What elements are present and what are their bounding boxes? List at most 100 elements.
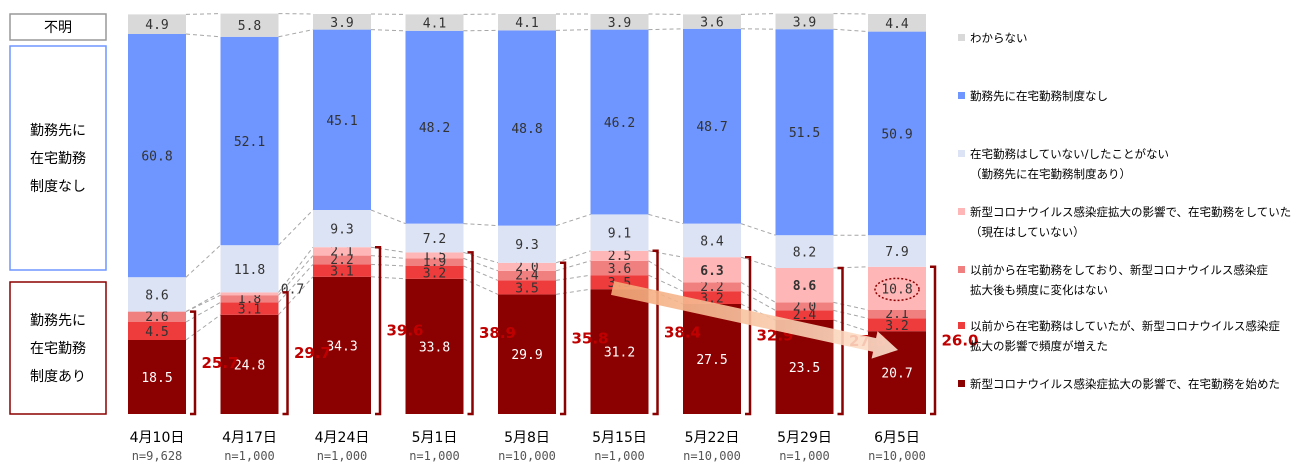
connector-line (185, 33, 221, 38)
segment-value-label: 3.9 (330, 16, 353, 31)
bar-segment-stopped (220, 292, 279, 296)
segment-value-label: 0.7 (281, 282, 304, 297)
bar-segment-stopped (405, 252, 464, 259)
bar-segment-no_system (405, 30, 464, 224)
segment-value-label: 27.5 (696, 353, 727, 368)
connector-line (185, 13, 221, 15)
bar-segment-started (128, 340, 186, 414)
segment-value-label: 1.8 (238, 292, 261, 307)
segment-value-label: 9.3 (330, 223, 353, 238)
bar-segment-unknown (498, 14, 556, 31)
bar-segment-unchanged (128, 311, 186, 322)
segment-value-label: 60.8 (141, 150, 172, 165)
bar-segment-stopped (868, 266, 926, 310)
connector-line (555, 29, 591, 31)
connector-line (278, 246, 314, 293)
segment-value-label: 52.1 (234, 135, 265, 150)
bar-segment-never (313, 210, 371, 248)
bar-segment-stopped (498, 262, 556, 271)
bar-segment-started (313, 276, 371, 414)
connector-line (740, 281, 776, 303)
bar-segment-started (683, 304, 741, 414)
bar-segment-no_system (498, 30, 556, 226)
segment-value-label: 6.3 (700, 264, 723, 279)
legend-swatch-started (958, 380, 965, 387)
connector-line (555, 288, 591, 295)
bar-segment-unknown (775, 13, 834, 30)
total-value-label: 39.6 (386, 322, 423, 340)
side-group-box (9, 281, 107, 415)
connector-line (833, 309, 869, 319)
segment-value-label: 2.2 (330, 253, 353, 268)
bar-segment-unknown (128, 14, 186, 34)
sample-size-label: n=1,000 (409, 449, 460, 463)
segment-value-label: 33.8 (419, 340, 450, 355)
bar-segment-no_system (128, 34, 186, 278)
connector-line (833, 319, 869, 332)
segment-value-label: 4.1 (423, 17, 446, 32)
legend-label-unknown: わからない (970, 31, 1028, 45)
segment-value-label: 2.0 (515, 260, 538, 275)
bar-segment-no_system (775, 29, 834, 236)
bar-segment-unknown (590, 14, 649, 30)
bar-segment-increased (868, 318, 926, 332)
x-tick-label: 5月1日 (412, 430, 458, 446)
segment-value-label: 2.1 (330, 244, 353, 259)
segment-value-label: 3.2 (423, 266, 446, 281)
legend-label-unchanged: 以前から在宅勤務をしており、新型コロナウイルス感染症 (970, 263, 1268, 277)
bar-segment-stopped (313, 247, 371, 256)
connector-line (833, 301, 869, 311)
connector-line (370, 209, 406, 225)
total-bracket (282, 291, 289, 416)
bar-segment-unchanged (590, 260, 649, 276)
connector-line (370, 29, 406, 32)
highlight-circle (874, 277, 920, 302)
legend-swatch-never (958, 150, 965, 157)
segment-value-label: 2.5 (608, 249, 631, 264)
bar-segment-unchanged (405, 258, 464, 266)
connector-line (740, 13, 776, 15)
total-value-label: 29.7 (294, 344, 331, 362)
total-bracket (560, 261, 567, 416)
sample-size-label: n=1,000 (594, 449, 645, 463)
connector-line (555, 250, 591, 264)
segment-value-label: 7.2 (423, 232, 446, 247)
x-tick-label: 5月22日 (685, 430, 740, 446)
segment-value-label: 7.9 (885, 245, 908, 260)
bar-segment-never (498, 225, 556, 263)
connector-line (185, 294, 221, 313)
connector-line (278, 276, 314, 316)
sample-size-label: n=1,000 (779, 449, 830, 463)
segment-value-label: 3.2 (885, 319, 908, 334)
legend-label-stopped: （現在はしていない） (970, 225, 1085, 239)
bar-segment-unchanged (868, 310, 926, 319)
bar-segment-no_system (590, 29, 649, 215)
segment-value-label: 8.4 (700, 234, 724, 249)
connector-line (648, 250, 684, 258)
segment-value-label: 3.9 (608, 16, 631, 31)
connector-line (278, 29, 314, 38)
connector-line (370, 246, 406, 253)
bar-segment-unknown (868, 14, 926, 32)
segment-value-label: 46.2 (604, 116, 635, 131)
side-group-label: 勤務先に (30, 313, 86, 329)
segment-value-label: 48.7 (696, 120, 727, 135)
side-group-box (9, 45, 107, 271)
x-tick-label: 4月10日 (130, 430, 185, 446)
total-bracket (745, 255, 752, 416)
segment-value-label: 11.8 (234, 263, 265, 278)
bar-segment-increased (220, 302, 279, 315)
legend-label-never: 在宅勤務はしていない/したことがない (970, 147, 1169, 161)
side-group-label: 勤務先に (30, 123, 86, 139)
connector-line (370, 255, 406, 259)
bar-segment-stopped (683, 257, 741, 283)
connector-line (463, 278, 499, 295)
x-tick-label: 6月5日 (874, 430, 920, 446)
legend-label-no_system: 勤務先に在宅勤務制度なし (970, 89, 1108, 103)
x-tick-label: 5月8日 (504, 430, 550, 446)
bar-segment-no_system (868, 31, 926, 236)
bar-segment-started (220, 314, 279, 414)
segment-value-label: 3.5 (515, 281, 538, 296)
